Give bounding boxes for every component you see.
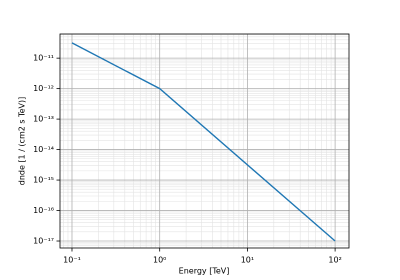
x-tick-label: 10⁰ xyxy=(153,256,166,265)
y-tick-label: 10⁻¹¹ xyxy=(33,54,54,63)
x-axis-label: Energy [TeV] xyxy=(179,267,230,276)
y-tick-label: 10⁻¹⁴ xyxy=(33,145,54,154)
line xyxy=(71,42,336,242)
plot-frame xyxy=(59,33,350,249)
x-tick-label: 10¹ xyxy=(241,256,254,265)
x-tick-label: 10² xyxy=(328,256,341,265)
y-tick-label: 10⁻¹⁷ xyxy=(33,237,54,246)
y-tick-label: 10⁻¹⁵ xyxy=(33,176,54,185)
y-tick-label: 10⁻¹² xyxy=(33,84,54,93)
y-tick-label: 10⁻¹⁶ xyxy=(33,206,54,215)
y-tick-label: 10⁻¹³ xyxy=(33,115,54,124)
x-tick-label: 10⁻¹ xyxy=(63,256,81,265)
y-axis-label: dnde [1 / (cm2 s TeV)] xyxy=(18,97,27,186)
